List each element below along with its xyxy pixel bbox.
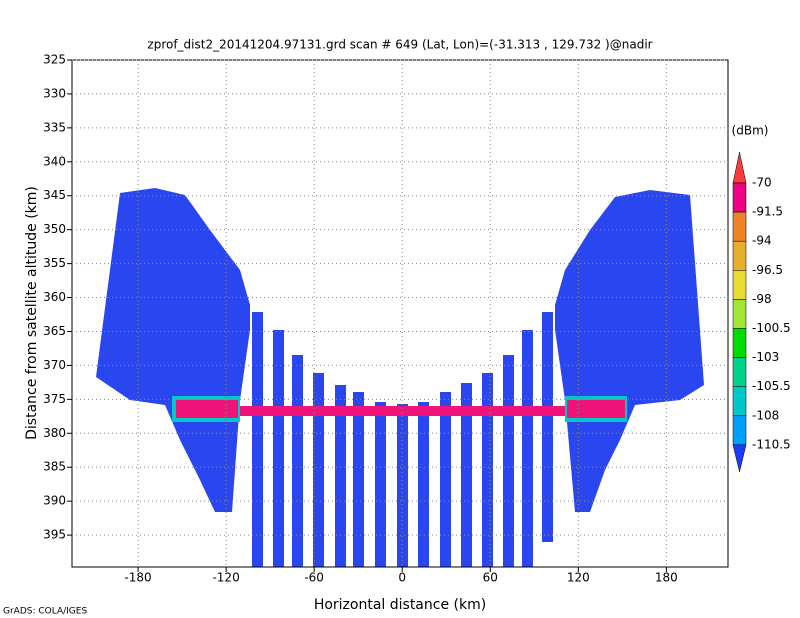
colorbar-segment — [732, 328, 747, 358]
colorbar-cap — [732, 151, 747, 184]
colorbar-segment — [732, 299, 747, 329]
y-tick-label: 370 — [43, 358, 66, 372]
y-tick-label: 390 — [43, 494, 66, 508]
field-shape — [503, 355, 514, 567]
colorbar-unit: (dBm) — [732, 124, 769, 138]
y-tick-label: 395 — [43, 528, 66, 542]
field-shape — [418, 402, 429, 567]
y-tick-label: 360 — [43, 290, 66, 304]
field-shape — [555, 190, 704, 512]
x-tick-label: 180 — [655, 571, 678, 585]
x-tick-label: -120 — [212, 571, 239, 585]
x-axis-label: Horizontal distance (km) — [314, 597, 486, 613]
field-shape — [397, 404, 408, 567]
y-tick-label: 365 — [43, 324, 66, 338]
field-shape — [240, 406, 565, 416]
field-shape — [567, 400, 625, 418]
colorbar-segment — [732, 240, 747, 271]
y-tick-label: 350 — [43, 222, 66, 236]
x-tick-label: 0 — [398, 571, 406, 585]
field-shape — [313, 373, 324, 567]
field-shape — [375, 402, 386, 567]
colorbar-label: -96.5 — [752, 263, 783, 277]
colorbar-label: -70 — [752, 176, 772, 190]
y-tick-label: 355 — [43, 256, 66, 270]
field-shape — [335, 385, 346, 567]
y-axis-label: Distance from satellite altitude (km) — [24, 186, 40, 440]
colorbar-label: -110.5 — [752, 437, 791, 451]
colorbar-segment — [732, 182, 747, 213]
field-shape — [252, 312, 263, 567]
colorbar-label: -98 — [752, 292, 772, 306]
field-shape — [96, 188, 250, 512]
x-tick-label: -60 — [304, 571, 324, 585]
y-tick-label: 380 — [43, 426, 66, 440]
colorbar-label: -100.5 — [752, 321, 791, 335]
radar-field — [96, 188, 704, 567]
field-shape — [482, 373, 493, 567]
y-tick-label: 335 — [43, 120, 66, 134]
field-shape — [461, 383, 472, 567]
field-shape — [353, 392, 364, 567]
y-tick-label: 375 — [43, 392, 66, 406]
colorbar-label: -108 — [752, 408, 779, 422]
y-tick-label: 385 — [43, 460, 66, 474]
x-tick-label: -180 — [124, 571, 151, 585]
colorbar-label: -103 — [752, 350, 779, 364]
credit: GrADS: COLA/IGES — [3, 607, 87, 617]
y-tick-label: 340 — [43, 154, 66, 168]
colorbar-segment — [732, 211, 747, 242]
field-shape — [542, 312, 553, 542]
colorbar-segment — [732, 357, 747, 387]
field-shape — [292, 355, 303, 567]
x-tick-label: 60 — [483, 571, 498, 585]
y-tick-label: 345 — [43, 188, 66, 202]
colorbar-label: -91.5 — [752, 205, 783, 219]
colorbar-segment — [732, 386, 747, 417]
y-tick-label: 325 — [43, 53, 66, 67]
colorbar-label: -105.5 — [752, 379, 791, 393]
y-tick-label: 330 — [43, 86, 66, 100]
colorbar-label: -94 — [752, 234, 772, 248]
x-tick-label: 120 — [567, 571, 590, 585]
field-shape — [440, 392, 451, 567]
colorbar-segment — [732, 415, 747, 446]
colorbar-segment — [732, 270, 747, 300]
field-shape — [522, 330, 533, 567]
colorbar-cap — [732, 444, 747, 472]
field-shape — [273, 330, 284, 567]
field-shape — [176, 400, 238, 418]
chart-title: zprof_dist2_20141204.97131.grd scan # 64… — [147, 38, 652, 52]
